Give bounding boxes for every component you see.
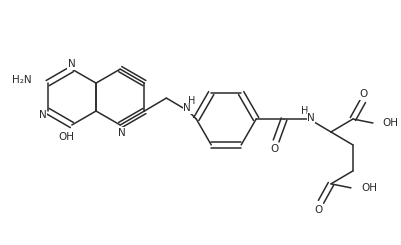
Text: O: O	[314, 205, 322, 215]
Text: H: H	[187, 96, 194, 106]
Text: H₂N: H₂N	[12, 75, 32, 85]
Text: N: N	[306, 113, 314, 123]
Text: N: N	[118, 128, 126, 138]
Text: O: O	[359, 89, 367, 99]
Text: H: H	[301, 106, 308, 116]
Text: O: O	[269, 144, 277, 154]
Text: OH: OH	[360, 183, 376, 193]
Text: N: N	[68, 59, 75, 69]
Text: OH: OH	[59, 132, 75, 142]
Text: N: N	[183, 103, 191, 113]
Text: N: N	[38, 110, 47, 120]
Text: OH: OH	[382, 118, 398, 128]
